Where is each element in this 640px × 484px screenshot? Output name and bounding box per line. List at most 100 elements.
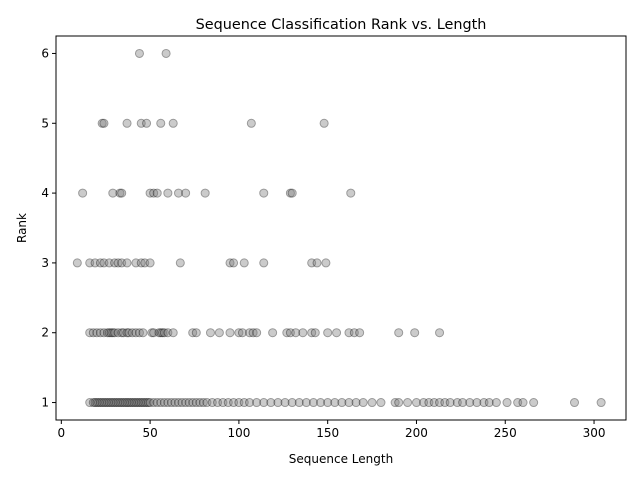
data-point bbox=[287, 188, 297, 198]
data-point bbox=[136, 258, 146, 268]
data-point bbox=[90, 258, 100, 268]
data-point bbox=[174, 398, 184, 408]
data-point bbox=[181, 398, 191, 408]
data-point bbox=[229, 398, 239, 408]
data-point bbox=[308, 398, 318, 408]
data-point bbox=[149, 398, 159, 408]
y-tick-label: 6 bbox=[41, 46, 49, 60]
data-point bbox=[291, 328, 301, 338]
data-point bbox=[198, 398, 208, 408]
data-point bbox=[435, 328, 445, 338]
data-point bbox=[129, 398, 139, 408]
data-point bbox=[344, 398, 354, 408]
data-point bbox=[411, 398, 421, 408]
data-point bbox=[234, 398, 244, 408]
data-point bbox=[214, 328, 224, 338]
data-point bbox=[207, 398, 217, 408]
data-point bbox=[92, 328, 102, 338]
data-point bbox=[95, 258, 105, 268]
data-point bbox=[332, 328, 342, 338]
data-point bbox=[195, 398, 205, 408]
data-point bbox=[131, 258, 141, 268]
data-point bbox=[479, 398, 489, 408]
data-point bbox=[97, 398, 107, 408]
data-point bbox=[285, 188, 295, 198]
data-point bbox=[90, 398, 100, 408]
x-ticks: 0 50 100 150 200 250 300 bbox=[58, 420, 605, 440]
data-point bbox=[158, 328, 168, 338]
data-point bbox=[156, 328, 166, 338]
data-point bbox=[188, 328, 198, 338]
data-point bbox=[159, 328, 169, 338]
data-point bbox=[99, 328, 109, 338]
data-point bbox=[138, 398, 148, 408]
data-point bbox=[529, 398, 539, 408]
data-point bbox=[248, 328, 258, 338]
data-point bbox=[435, 398, 445, 408]
data-point bbox=[104, 398, 114, 408]
data-point bbox=[113, 328, 123, 338]
data-point bbox=[440, 398, 450, 408]
data-point bbox=[126, 398, 136, 408]
data-point bbox=[394, 328, 404, 338]
data-point bbox=[99, 118, 109, 128]
data-point bbox=[225, 328, 235, 338]
x-tick-label: 50 bbox=[142, 426, 157, 440]
data-point bbox=[429, 398, 439, 408]
data-point bbox=[138, 328, 148, 338]
data-point bbox=[95, 398, 105, 408]
data-point bbox=[85, 398, 95, 408]
x-tick-label: 150 bbox=[316, 426, 339, 440]
data-point bbox=[458, 398, 468, 408]
data-point bbox=[200, 188, 210, 198]
x-tick-label: 200 bbox=[405, 426, 428, 440]
data-point bbox=[97, 118, 107, 128]
data-point bbox=[259, 188, 269, 198]
data-point bbox=[159, 398, 169, 408]
chart-title: Sequence Classification Rank vs. Length bbox=[196, 17, 487, 33]
data-point bbox=[465, 398, 475, 408]
data-point bbox=[95, 328, 105, 338]
data-point bbox=[104, 328, 114, 338]
data-point bbox=[452, 398, 462, 408]
data-point bbox=[403, 398, 413, 408]
data-point bbox=[113, 398, 123, 408]
y-axis-label: Rank bbox=[15, 213, 29, 243]
data-point bbox=[337, 398, 347, 408]
data-point bbox=[122, 328, 132, 338]
data-point bbox=[202, 398, 212, 408]
data-point bbox=[118, 328, 128, 338]
data-point bbox=[106, 328, 116, 338]
data-point bbox=[94, 398, 104, 408]
data-point bbox=[518, 398, 528, 408]
data-point bbox=[259, 258, 269, 268]
data-point bbox=[142, 398, 152, 408]
data-point bbox=[131, 328, 141, 338]
data-point bbox=[104, 258, 114, 268]
data-point bbox=[163, 328, 173, 338]
data-point bbox=[140, 398, 150, 408]
data-point bbox=[245, 398, 255, 408]
data-point bbox=[163, 398, 173, 408]
data-point bbox=[124, 328, 134, 338]
data-point bbox=[218, 398, 228, 408]
data-point bbox=[168, 118, 178, 128]
data-point bbox=[117, 188, 127, 198]
data-point bbox=[205, 328, 215, 338]
data-point bbox=[113, 258, 123, 268]
data-point bbox=[170, 398, 180, 408]
y-tick-label: 4 bbox=[41, 186, 49, 200]
data-point bbox=[127, 398, 137, 408]
data-point bbox=[108, 398, 118, 408]
data-point bbox=[72, 258, 82, 268]
data-point bbox=[149, 188, 159, 198]
data-point bbox=[239, 258, 249, 268]
data-point bbox=[85, 258, 95, 268]
data-point bbox=[301, 398, 311, 408]
data-point bbox=[154, 328, 164, 338]
data-point bbox=[127, 328, 137, 338]
data-point bbox=[156, 118, 166, 128]
